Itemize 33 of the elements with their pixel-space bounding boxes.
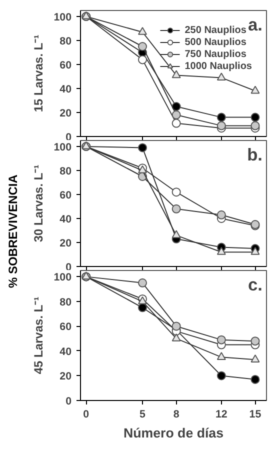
y-tick-label: 40	[60, 214, 72, 226]
y-tick-label: 20	[60, 370, 72, 383]
y-axis-title: 15 Larvas. L⁻¹	[32, 34, 46, 112]
annotation: c.	[248, 274, 262, 294]
y-tick-label: 40	[60, 84, 72, 96]
y-tick-label: 80	[60, 296, 72, 308]
legend-label: 750 Nauplios	[184, 48, 246, 60]
y-tick-label: 60	[60, 190, 72, 202]
text: % SOBREVIVENCIA	[5, 174, 21, 288]
y-tick-label: 40	[60, 346, 72, 358]
y-tick-label: 20	[60, 108, 72, 120]
y-tick-label: 60	[60, 60, 72, 72]
legend-label: 250 Nauplios	[184, 24, 246, 36]
annotation: b.	[247, 144, 263, 164]
y-axis-title: 45 Larvas. L⁻¹	[32, 296, 46, 374]
y-tick-label: 60	[60, 321, 72, 334]
y-tick-label: 20	[60, 238, 72, 250]
x-tick-label: 12	[215, 408, 228, 420]
x-tick-label: 15	[249, 408, 262, 420]
annotation: a.	[248, 14, 262, 34]
x-tick-label: 0	[83, 408, 90, 420]
y-tick-label: 100	[54, 12, 72, 24]
x-axis-title: Número de días	[124, 426, 224, 440]
y-axis-title: 30 Larvas. L⁻¹	[32, 164, 46, 242]
y-tick-label: 80	[60, 36, 72, 48]
y-tick-label: 0	[66, 396, 72, 408]
y-tick-label: 80	[60, 166, 72, 178]
legend-label: 500 Nauplios	[184, 36, 246, 48]
x-tick-label: 5	[140, 408, 146, 420]
legend-label: 1000 Nauplios	[184, 60, 252, 72]
y-tick-label: 100	[54, 142, 72, 154]
y-tick-label: 100	[54, 272, 72, 284]
x-tick-label: 8	[173, 408, 180, 420]
